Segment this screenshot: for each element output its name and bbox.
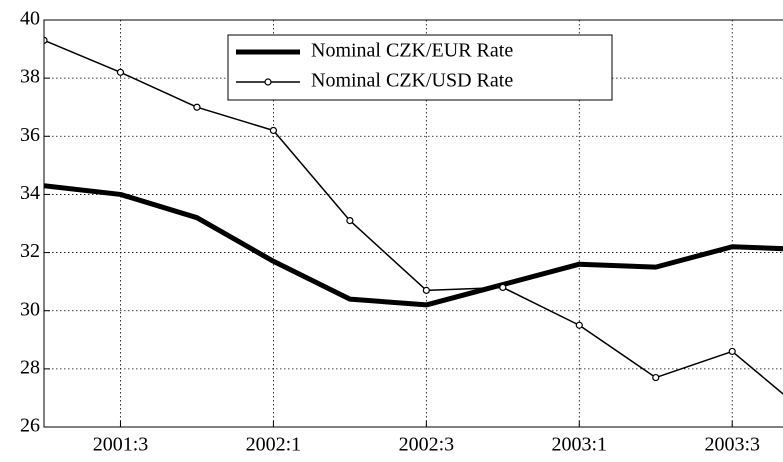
y-tick-label: 32 <box>20 240 40 262</box>
legend-box <box>227 34 613 101</box>
axis-frame <box>43 19 783 428</box>
x-tick-label: 2002:1 <box>246 434 302 456</box>
data-point <box>193 103 201 111</box>
data-point <box>269 126 278 135</box>
data-point <box>728 347 736 356</box>
x-tick-label: 2003:1 <box>552 434 608 456</box>
x-tick-label: 2001:3 <box>93 434 149 456</box>
data-point <box>346 216 354 225</box>
plot-area <box>44 36 783 395</box>
y-tick-label: 34 <box>20 182 40 204</box>
data-point <box>575 321 583 329</box>
legend-label: Nominal CZK/USD Rate <box>311 70 513 92</box>
y-tick-label: 38 <box>20 66 40 88</box>
legend: Nominal CZK/EUR Rate Nominal CZK/USD Rate <box>227 34 613 101</box>
data-point <box>499 283 507 292</box>
y-tick-label: 30 <box>20 298 40 320</box>
y-tick-label: 40 <box>20 8 40 30</box>
x-tick-label: 2002:3 <box>399 434 455 456</box>
series-line <box>44 183 783 308</box>
data-point <box>44 36 48 44</box>
legend-label: Nominal CZK/EUR Rate <box>311 40 513 62</box>
y-tick-label: 36 <box>20 124 40 146</box>
data-point <box>116 68 125 76</box>
data-point <box>422 286 430 294</box>
y-tick-label: 28 <box>20 356 40 378</box>
axes: 26 28 30 32 34 36 38 40 2001:3 2002:1 2002:3 2003:1… <box>20 8 783 456</box>
y-tick-label: 26 <box>20 415 40 437</box>
x-tick-label: 2003:3 <box>704 434 760 456</box>
data-point <box>652 373 660 382</box>
legend-marker <box>264 78 272 86</box>
